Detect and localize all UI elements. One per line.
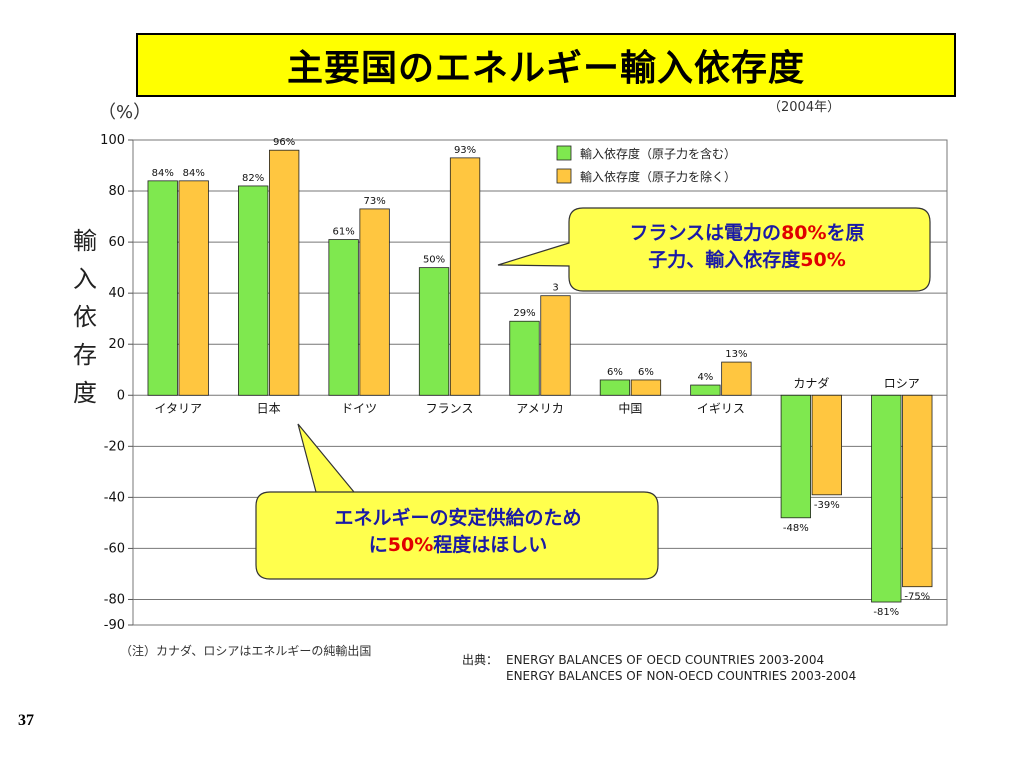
- legend: 輸入依存度（原子力を含む） 輸入依存度（原子力を除く）: [556, 145, 736, 184]
- callout-france-text: フランスは電力の80%を原 子力、輸入依存度50%: [629, 222, 865, 271]
- bar-with-nuclear: [871, 394, 902, 603]
- bar-without-nuclear: [449, 157, 481, 396]
- category-label: ロシア: [884, 376, 920, 390]
- category-label: カナダ: [793, 375, 829, 390]
- bar-with-nuclear: [690, 384, 721, 396]
- category-label: 中国: [618, 400, 642, 415]
- bar-with-nuclear: [599, 379, 631, 396]
- data-label: 3: [552, 283, 558, 294]
- callout-japan-text: エネルギーの安定供給のため に50%程度はほしい: [334, 507, 582, 556]
- y-axis-label-char: 入: [73, 265, 97, 293]
- y-axis-label: 輸 入 依 存 度: [70, 222, 100, 412]
- data-label: 4%: [697, 372, 713, 383]
- bars: [147, 149, 933, 603]
- y-tick-label: 80: [108, 184, 125, 199]
- y-axis-label-char: 度: [73, 379, 97, 407]
- category-label: イタリア: [154, 401, 202, 415]
- callout-japan-bubble: [255, 423, 659, 580]
- y-axis-label-char: 輸: [73, 227, 97, 255]
- data-label: 29%: [513, 308, 535, 319]
- callouts: [255, 207, 931, 580]
- bar-without-nuclear: [269, 149, 300, 396]
- bar-without-nuclear: [359, 208, 390, 396]
- bar-without-nuclear: [630, 379, 662, 396]
- category-label: フランス: [426, 401, 474, 415]
- source: 出典： ENERGY BALANCES OF OECD COUNTRIES 200…: [462, 653, 857, 683]
- y-tick-label: 20: [108, 337, 125, 352]
- bar-without-nuclear: [721, 361, 752, 396]
- data-label: 96%: [273, 137, 295, 148]
- data-label: 13%: [725, 349, 747, 360]
- y-axis-label-char: 存: [73, 341, 97, 369]
- data-label: -48%: [783, 523, 809, 534]
- y-tick-label: -90: [104, 618, 125, 633]
- plot-frame: [132, 139, 948, 626]
- category-label: イギリス: [697, 401, 745, 415]
- data-label: 73%: [363, 196, 385, 207]
- data-labels: 84% 84% イタリア 82% 96% 日本 61% 73% ドイツ 50% 93% フランス 29%…: [152, 137, 931, 618]
- legend-swatch: [556, 145, 572, 161]
- slide-title: 主要国のエネルギー輸入依存度: [136, 33, 956, 97]
- data-label: 82%: [242, 173, 264, 184]
- bar-with-nuclear: [509, 320, 540, 396]
- data-label: 50%: [423, 255, 445, 266]
- bar-with-nuclear: [328, 239, 359, 396]
- bar-with-nuclear: [147, 180, 178, 396]
- year-label: （2004年）: [768, 100, 841, 115]
- y-tick-label: 100: [100, 133, 125, 148]
- bar-without-nuclear: [902, 394, 933, 588]
- legend-entry: 輸入依存度（原子力を除く）: [580, 169, 736, 184]
- y-tick-label: 60: [108, 235, 125, 250]
- legend-entry: 輸入依存度（原子力を含む）: [580, 146, 736, 161]
- note: （注）カナダ、ロシアはエネルギーの純輸出国: [120, 644, 372, 658]
- y-tick-label: -40: [104, 490, 125, 505]
- legend-swatch: [556, 168, 572, 184]
- y-tick-label: 0: [117, 388, 125, 403]
- y-tick-label: -60: [104, 541, 125, 556]
- y-tick-label: -80: [104, 592, 125, 607]
- bar-with-nuclear: [238, 185, 269, 396]
- bar-with-nuclear: [780, 394, 811, 519]
- y-tick-label: -20: [104, 439, 125, 454]
- data-label: 84%: [183, 168, 205, 179]
- y-tick-label: 40: [108, 286, 125, 301]
- data-label: 61%: [332, 227, 354, 238]
- bar-without-nuclear: [178, 180, 209, 396]
- data-label: 93%: [454, 145, 476, 156]
- data-label: -81%: [873, 607, 899, 618]
- data-label: -75%: [904, 592, 930, 603]
- category-label: 日本: [257, 401, 281, 415]
- bar-without-nuclear: [811, 394, 842, 496]
- callout-france-bubble: [497, 207, 931, 292]
- page-number: 37: [18, 712, 34, 729]
- unit-label: （%）: [98, 102, 152, 123]
- bar-with-nuclear: [418, 267, 450, 396]
- bar-without-nuclear: [540, 295, 571, 396]
- category-label: ドイツ: [341, 401, 377, 415]
- data-label: 6%: [607, 367, 623, 378]
- data-label: -39%: [814, 500, 840, 511]
- data-label: 84%: [152, 168, 174, 179]
- data-label: 6%: [638, 367, 654, 378]
- y-axis-label-char: 依: [73, 303, 97, 331]
- category-label: アメリカ: [516, 401, 563, 415]
